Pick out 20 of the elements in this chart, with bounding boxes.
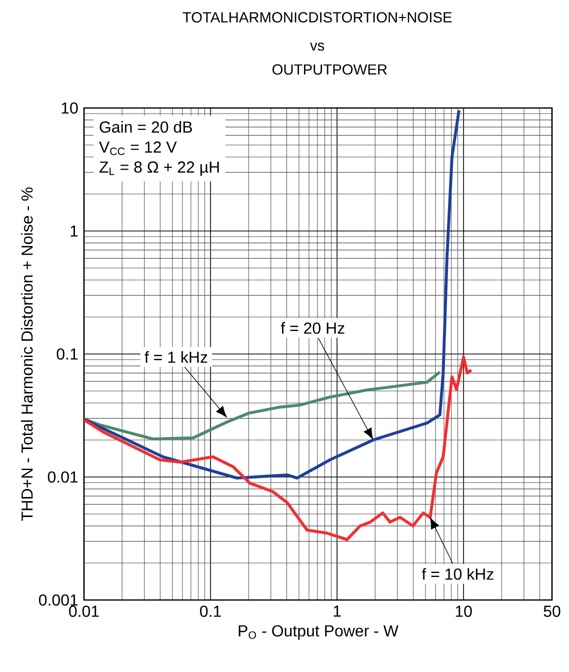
annotation: Gain = 20 dB: [100, 121, 192, 133]
x-tick-label: 1: [334, 606, 341, 617]
x-tick-label: 50: [544, 606, 560, 617]
chart-subtitle: vs OUTPUTPOWER: [272, 42, 387, 75]
x-tick-label: 0.1: [200, 606, 221, 617]
annotation: f = 10 kHz: [422, 568, 494, 580]
y-tick-label: 0.001: [38, 594, 78, 606]
annotation: f = 20 Hz: [280, 322, 344, 334]
x-tick-label: 0.01: [69, 606, 99, 617]
y-tick-label: 0.1: [56, 348, 78, 360]
x-tick-label: 10: [456, 606, 472, 617]
chart-title: TOTALHARMONICDISTORTION+NOISE: [182, 12, 452, 23]
annotation: Z$_{L}$ = 8 Ω + 22 µH: [99, 161, 219, 176]
y-axis-title: THD+N - Total Harmonic Distortion + Noise - %: [21, 187, 33, 521]
y-tick-label: 0.01: [48, 471, 78, 483]
x-axis-title: P$_{O}$ - Output Power - W: [238, 625, 398, 640]
y-tick-label: 1: [70, 226, 78, 237]
y-tick-label: 10: [62, 102, 78, 114]
annotation: f = 1 kHz: [144, 351, 208, 363]
annotation: V$_{CC}$ = 12 V: [99, 141, 177, 156]
